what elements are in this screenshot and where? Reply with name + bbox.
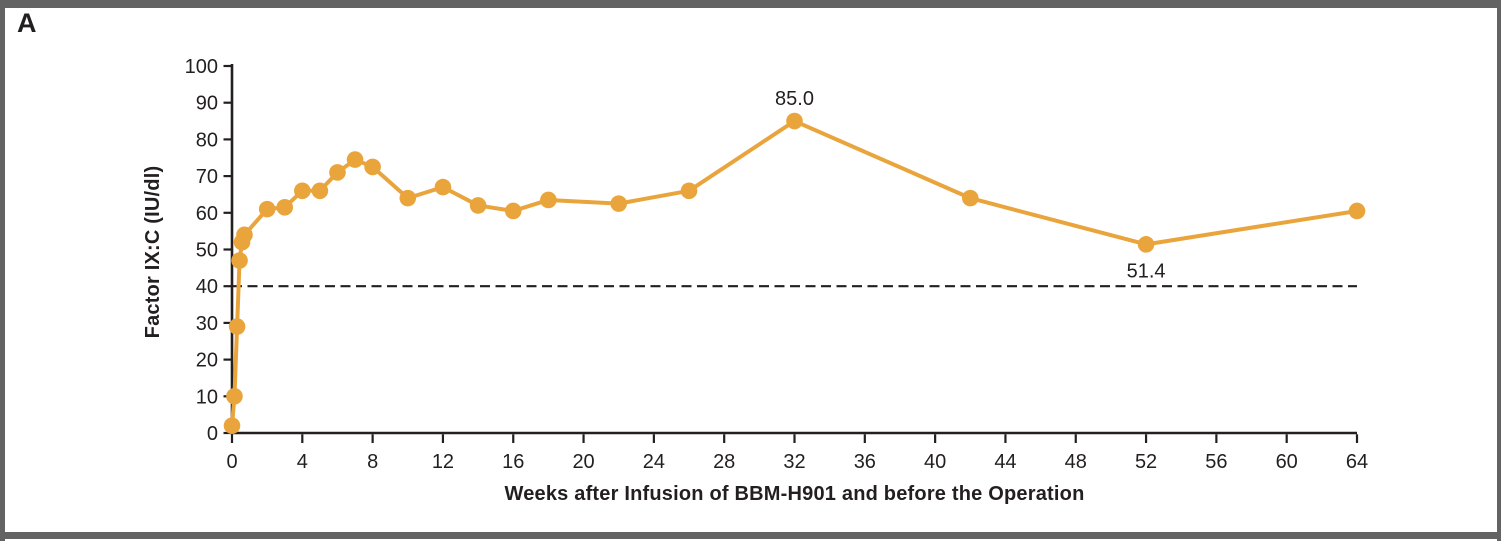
y-tick-label: 100 — [185, 56, 218, 78]
x-tick-label: 56 — [1205, 451, 1227, 473]
data-point-marker — [504, 202, 522, 220]
data-point-marker — [231, 252, 248, 269]
data-point-marker — [961, 189, 979, 207]
data-point-marker — [786, 112, 803, 130]
y-tick-label: 70 — [196, 166, 218, 188]
value-annotation: 85.0 — [775, 88, 814, 110]
data-point-marker — [399, 189, 417, 207]
y-axis-title: Factor IX:C (IU/dl) — [142, 165, 164, 339]
data-point-marker — [610, 195, 628, 212]
x-tick-label: 12 — [432, 451, 454, 473]
y-tick-label: 40 — [196, 276, 218, 298]
data-point-marker — [223, 417, 241, 434]
data-point-marker — [540, 191, 557, 209]
data-point-marker — [294, 182, 311, 200]
data-point-marker — [434, 178, 452, 196]
x-tick-label: 0 — [226, 451, 237, 473]
x-tick-label: 4 — [297, 451, 308, 473]
frame-bottom-border — [0, 532, 1501, 539]
data-point-marker — [228, 318, 246, 335]
y-tick-label: 0 — [207, 423, 218, 445]
x-tick-label: 20 — [572, 451, 594, 473]
y-tick-label: 60 — [196, 203, 218, 225]
y-tick-label: 80 — [196, 129, 218, 151]
x-tick-label: 16 — [502, 451, 524, 473]
data-point-marker — [236, 226, 253, 244]
value-annotation: 51.4 — [1127, 260, 1166, 282]
x-tick-label: 36 — [854, 451, 876, 473]
frame-top-border — [0, 0, 1501, 8]
x-tick-label: 60 — [1276, 451, 1298, 473]
series-line — [230, 119, 1359, 428]
x-tick-label: 32 — [783, 451, 805, 473]
y-tick-label: 20 — [196, 350, 218, 372]
data-point-marker — [1137, 236, 1155, 253]
data-point-marker — [276, 198, 294, 216]
x-tick-label: 28 — [713, 451, 735, 473]
y-tick-label: 50 — [196, 240, 218, 262]
data-point-marker — [680, 182, 698, 200]
data-point-marker — [258, 200, 276, 218]
x-tick-label: 24 — [643, 451, 665, 473]
x-tick-label: 48 — [1065, 451, 1087, 473]
data-point-marker — [311, 182, 329, 200]
y-tick-label: 10 — [196, 386, 218, 408]
y-tick-label: 90 — [196, 93, 218, 115]
data-point-marker — [329, 164, 346, 181]
frame-left-border — [0, 0, 5, 541]
data-point-marker — [364, 158, 381, 176]
x-tick-label: 64 — [1346, 451, 1368, 473]
data-point-marker — [469, 197, 487, 214]
x-axis-title: Weeks after Infusion of BBM-H901 and bef… — [504, 483, 1085, 505]
x-tick-label: 44 — [994, 451, 1016, 473]
y-tick-label: 30 — [196, 313, 218, 335]
data-point-marker — [1348, 202, 1366, 220]
x-tick-label: 40 — [924, 451, 946, 473]
data-point-marker — [346, 151, 364, 168]
data-point-marker — [226, 388, 243, 405]
x-tick-label: 52 — [1135, 451, 1157, 473]
panel-label: A — [17, 8, 37, 38]
x-tick-label: 8 — [367, 451, 378, 473]
frame-right-border — [1497, 0, 1501, 541]
